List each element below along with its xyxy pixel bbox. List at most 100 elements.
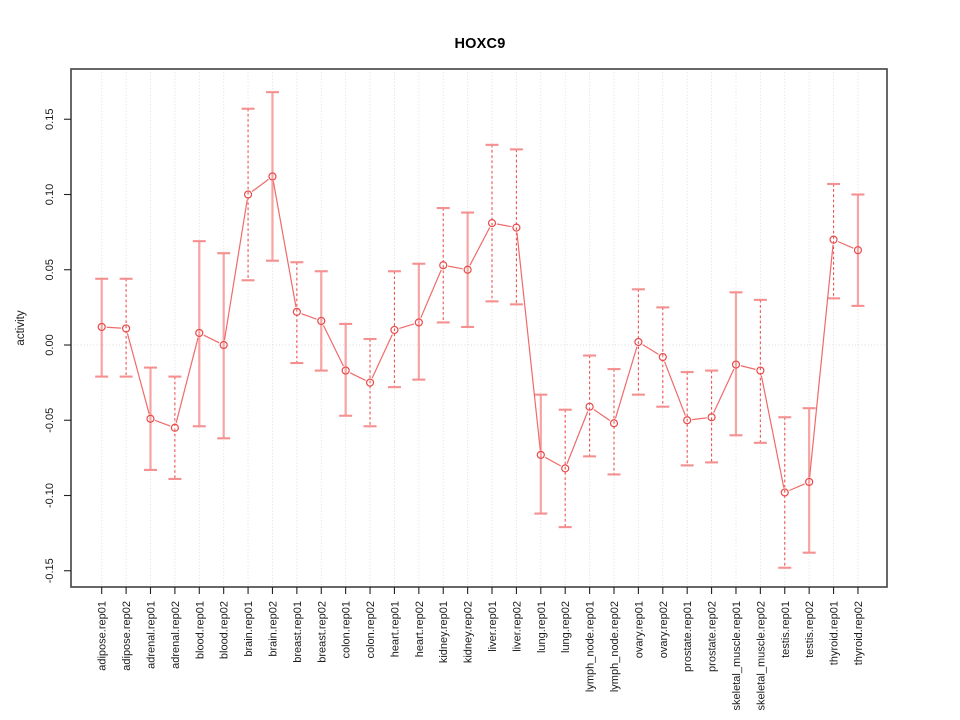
y-tick-label: 0.10	[44, 184, 56, 205]
series-segment	[272, 181, 297, 308]
x-tick-label: skeletal_muscle.rep01	[731, 601, 743, 710]
x-tick-label: liver.rep02	[511, 601, 523, 652]
x-tick-label: brain.rep02	[267, 601, 279, 657]
x-tick-label: kidney.rep01	[438, 601, 450, 663]
x-tick-label: breast.rep02	[316, 601, 328, 663]
y-tick-label: 0.00	[44, 334, 56, 355]
series-segment	[496, 223, 512, 228]
data-point-marker	[341, 366, 350, 375]
x-tick-label: lung.rep01	[536, 601, 548, 653]
y-axis-label: activity	[15, 310, 27, 345]
data-point-marker	[317, 316, 326, 326]
x-tick-label: blood.rep02	[219, 601, 231, 659]
data-point-marker	[219, 340, 228, 350]
series-segment	[544, 456, 562, 467]
x-tick-label: heart.rep02	[414, 601, 426, 657]
x-tick-label: colon.rep01	[341, 601, 353, 659]
series-segment	[713, 368, 735, 413]
data-point-marker	[268, 172, 277, 181]
series-segment	[223, 199, 248, 341]
series-segment	[789, 483, 805, 492]
x-tick-label: adipose.rep02	[121, 601, 133, 671]
data-point-marker	[805, 477, 814, 487]
plot-border	[70, 68, 888, 588]
series-segment	[175, 337, 199, 424]
x-tick-label: liver.rep01	[487, 601, 499, 652]
series-segment	[642, 344, 659, 355]
series-segment	[448, 265, 463, 270]
series-segment	[349, 372, 366, 381]
data-point-marker	[756, 366, 765, 375]
x-tick-label: blood.rep01	[194, 601, 206, 659]
y-tick-label: 0.05	[44, 259, 56, 280]
data-point-marker	[561, 464, 570, 473]
x-tick-label: heart.rep01	[389, 601, 401, 657]
y-tick-label: 0.15	[44, 109, 56, 130]
data-point-marker	[658, 352, 667, 362]
series-segment	[126, 333, 150, 415]
data-point-marker	[487, 218, 497, 228]
series-segment	[760, 375, 785, 488]
x-tick-label: ovary.rep02	[658, 601, 670, 658]
series-segment	[420, 269, 442, 319]
series-segment	[469, 227, 491, 266]
series-segment	[740, 365, 756, 370]
series-segment	[837, 241, 854, 249]
data-point-marker	[365, 378, 375, 387]
data-point-marker	[634, 337, 643, 347]
series-segment	[371, 334, 393, 379]
x-tick-label: adipose.rep01	[97, 601, 109, 671]
x-tick-label: thyroid.rep01	[829, 601, 841, 665]
data-point-marker	[414, 318, 423, 327]
data-point-marker	[585, 402, 594, 411]
data-point-marker	[146, 414, 155, 423]
data-point-marker	[463, 265, 472, 274]
series-segment	[251, 178, 269, 193]
x-tick-label: kidney.rep02	[463, 601, 475, 663]
x-tick-label: breast.rep01	[292, 601, 304, 663]
data-point-marker	[243, 190, 253, 199]
series-segment	[566, 411, 589, 464]
y-tick-label: -0.10	[44, 483, 56, 508]
data-point-marker	[390, 325, 399, 335]
series-segment	[154, 419, 171, 427]
data-point-marker	[121, 324, 131, 333]
data-point-marker	[292, 307, 301, 316]
data-point-marker	[170, 423, 179, 432]
x-tick-label: lymph_node.rep02	[609, 601, 621, 692]
data-point-marker	[439, 261, 448, 270]
x-tick-label: lymph_node.rep01	[585, 601, 597, 692]
x-tick-label: adrenal.rep01	[145, 601, 157, 669]
series-segment	[809, 244, 834, 478]
series-segment	[301, 313, 317, 320]
data-point-marker	[683, 416, 692, 425]
series-segment	[322, 325, 344, 367]
x-tick-label: skeletal_muscle.rep02	[755, 601, 767, 710]
series-segment	[692, 417, 707, 421]
x-tick-label: prostate.rep02	[707, 601, 719, 672]
x-tick-label: lung.rep02	[560, 601, 572, 653]
series-segment	[399, 323, 415, 330]
data-point-marker	[853, 246, 863, 255]
data-point-marker	[536, 450, 545, 459]
x-tick-label: testis.rep01	[780, 601, 792, 658]
data-point-marker	[707, 413, 716, 422]
data-point-marker	[512, 223, 521, 232]
x-tick-label: colon.rep02	[365, 601, 377, 659]
data-point-marker	[195, 328, 204, 338]
series-segment	[106, 326, 122, 329]
x-tick-label: thyroid.rep02	[853, 601, 865, 665]
series-segment	[593, 409, 611, 421]
data-point-marker	[97, 322, 106, 332]
data-point-marker	[780, 488, 789, 497]
data-point-marker	[829, 235, 838, 244]
x-tick-label: testis.rep02	[804, 601, 816, 658]
x-tick-label: prostate.rep01	[682, 601, 694, 672]
x-tick-label: ovary.rep01	[633, 601, 645, 658]
chart-title: HOXC9	[454, 36, 506, 52]
data-point-marker	[731, 360, 741, 369]
x-tick-label: brain.rep01	[243, 601, 255, 657]
y-tick-label: -0.05	[44, 408, 56, 433]
